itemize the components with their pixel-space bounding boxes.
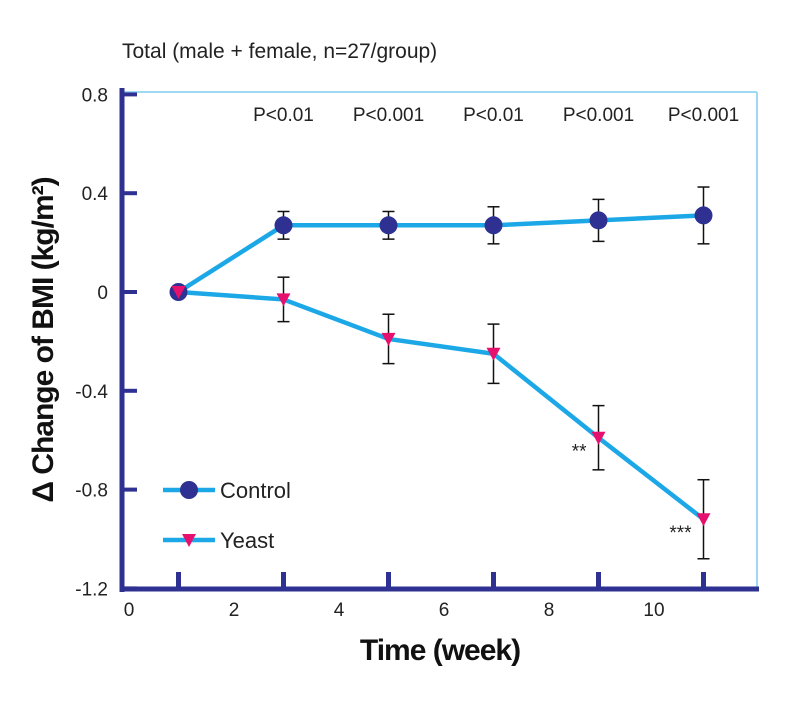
data-point-control	[379, 216, 398, 235]
y-tick-label: -0.8	[75, 481, 108, 502]
legend-label: Yeast	[220, 528, 274, 553]
y-axis-label: Δ Change of BMI (kg/m²)	[27, 177, 60, 502]
legend-marker-triangle	[182, 534, 196, 547]
y-tick-label: 0.4	[82, 184, 109, 205]
p-value-label: P<0.001	[668, 105, 739, 126]
chart-title: Total (male + female, n=27/group)	[122, 40, 437, 63]
p-value-label: P<0.01	[463, 105, 524, 126]
significance-annotation: **	[572, 442, 587, 463]
data-point-yeast	[591, 431, 606, 445]
series-line-yeast	[178, 289, 705, 522]
p-value-label: P<0.001	[353, 105, 424, 126]
x-tick-label: 6	[439, 600, 450, 621]
data-point-control	[694, 206, 713, 225]
x-axis-label: Time (week)	[360, 634, 520, 667]
y-tick-label: 0.8	[82, 85, 108, 106]
significance-annotation: ***	[669, 523, 692, 544]
x-tick-label: 4	[334, 600, 345, 621]
data-point-yeast	[171, 286, 186, 299]
data-point-control	[274, 216, 293, 235]
x-tick-label: 2	[229, 600, 240, 621]
y-tick-label: -1.2	[75, 579, 108, 600]
data-point-yeast	[381, 332, 396, 346]
data-point-yeast	[486, 347, 501, 361]
legend-marker-circle	[180, 481, 198, 499]
p-value-label: P<0.001	[563, 105, 634, 126]
series-line-control	[177, 213, 704, 294]
x-tick-label: 8	[544, 600, 555, 621]
y-tick-label: -0.4	[75, 382, 108, 403]
y-tick-label: 0	[97, 283, 108, 304]
data-point-control	[484, 216, 503, 235]
x-tick-label: 10	[643, 600, 664, 621]
data-point-control	[589, 211, 608, 230]
data-point-yeast	[276, 293, 291, 307]
p-value-label: P<0.01	[253, 105, 314, 126]
data-point-yeast	[696, 513, 711, 527]
x-tick-label: 0	[124, 600, 135, 621]
legend-label: Control	[220, 478, 291, 503]
